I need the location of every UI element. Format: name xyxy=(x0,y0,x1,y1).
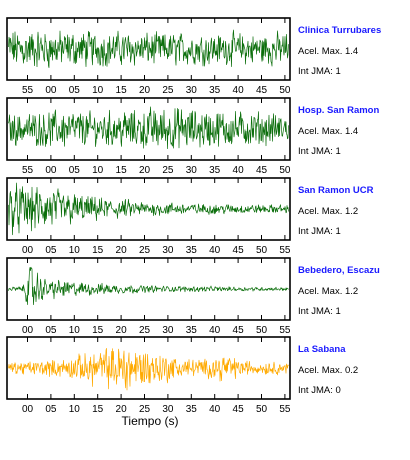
x-tick-label: 15 xyxy=(116,165,128,176)
x-tick-label: 10 xyxy=(92,85,104,96)
station-name: Clinica Turrubares xyxy=(298,25,381,36)
station-name: La Sabana xyxy=(298,344,346,355)
x-tick-label: 35 xyxy=(209,165,221,176)
x-tick-label: 35 xyxy=(186,404,198,415)
x-tick-label: 45 xyxy=(256,85,268,96)
x-tick-label: 35 xyxy=(186,325,198,336)
x-tick-label: 40 xyxy=(209,325,221,336)
x-tick-label: 05 xyxy=(45,245,57,256)
x-tick-label: 20 xyxy=(116,245,128,256)
x-tick-label: 20 xyxy=(116,325,128,336)
seismogram-panel: 55 00 05 10 15 20 25 30 35 40 45 50 Clinica Turrubar… xyxy=(6,17,381,96)
x-tick-label: 00 xyxy=(45,85,57,96)
x-tick-label: 05 xyxy=(69,165,81,176)
x-tick-label: 20 xyxy=(116,404,128,415)
station-name: Hosp. San Ramon xyxy=(298,105,379,116)
x-tick-label: 15 xyxy=(116,85,128,96)
max-acceleration-label: Acel. Max. 1.2 xyxy=(298,206,358,217)
x-tick-label: 55 xyxy=(279,325,291,336)
jma-intensity-label: Int JMA: 1 xyxy=(298,226,341,237)
waveform-trace xyxy=(8,29,289,68)
x-tick-label: 25 xyxy=(139,245,151,256)
x-tick-label: 30 xyxy=(186,165,198,176)
x-tick-label: 10 xyxy=(69,245,81,256)
x-tick-label: 10 xyxy=(92,165,104,176)
seismogram-panel: 55 00 05 10 15 20 25 30 35 40 45 50 Hosp. San Ramon A… xyxy=(6,97,379,176)
x-tick-label: 25 xyxy=(139,325,151,336)
x-tick-label: 00 xyxy=(22,404,34,415)
x-tick-label: 45 xyxy=(233,245,245,256)
waveform-trace xyxy=(8,182,289,236)
x-tick-label: 05 xyxy=(69,85,81,96)
x-tick-label: 15 xyxy=(92,325,104,336)
x-tick-label: 00 xyxy=(45,165,57,176)
x-tick-label: 00 xyxy=(22,245,34,256)
x-axis-title: Tiempo (s) xyxy=(122,414,179,428)
seismogram-panel: 00 05 10 15 20 25 30 35 40 45 50 55 Bebedero, Escazu… xyxy=(6,257,380,336)
x-tick-label: 50 xyxy=(279,165,291,176)
x-tick-label: 25 xyxy=(139,404,151,415)
max-acceleration-label: Acel. Max. 1.4 xyxy=(298,46,358,57)
seismogram-panel: 00 05 10 15 20 25 30 35 40 45 50 55 La Sabana Acel. M… xyxy=(6,336,358,415)
x-tick-label: 20 xyxy=(139,85,151,96)
x-tick-label: 10 xyxy=(69,404,81,415)
x-tick-label: 50 xyxy=(279,85,291,96)
x-tick-label: 35 xyxy=(186,245,198,256)
x-tick-label: 50 xyxy=(256,404,268,415)
max-acceleration-label: Acel. Max. 1.2 xyxy=(298,286,358,297)
x-tick-label: 30 xyxy=(186,85,198,96)
x-tick-label: 40 xyxy=(209,245,221,256)
x-tick-label: 40 xyxy=(233,85,245,96)
x-tick-label: 30 xyxy=(162,245,174,256)
x-tick-label: 15 xyxy=(92,404,104,415)
x-tick-label: 30 xyxy=(162,325,174,336)
waveform-trace xyxy=(8,266,289,306)
x-tick-label: 00 xyxy=(22,325,34,336)
x-tick-label: 15 xyxy=(92,245,104,256)
station-name: San Ramon UCR xyxy=(298,185,374,196)
x-tick-label: 25 xyxy=(162,165,174,176)
x-tick-label: 45 xyxy=(256,165,268,176)
x-tick-label: 05 xyxy=(45,404,57,415)
jma-intensity-label: Int JMA: 1 xyxy=(298,66,341,77)
max-acceleration-label: Acel. Max. 0.2 xyxy=(298,365,358,376)
station-name: Bebedero, Escazu xyxy=(298,265,380,276)
x-tick-label: 55 xyxy=(22,165,34,176)
waveform-trace xyxy=(8,106,289,150)
x-tick-label: 40 xyxy=(233,165,245,176)
x-tick-label: 45 xyxy=(233,404,245,415)
x-tick-label: 45 xyxy=(233,325,245,336)
x-tick-label: 55 xyxy=(22,85,34,96)
x-tick-label: 40 xyxy=(209,404,221,415)
x-tick-label: 05 xyxy=(45,325,57,336)
max-acceleration-label: Acel. Max. 1.4 xyxy=(298,126,358,137)
x-tick-label: 25 xyxy=(162,85,174,96)
x-tick-label: 35 xyxy=(209,85,221,96)
x-tick-label: 10 xyxy=(69,325,81,336)
x-tick-label: 50 xyxy=(256,325,268,336)
waveform-trace xyxy=(8,347,289,391)
jma-intensity-label: Int JMA: 0 xyxy=(298,385,341,396)
x-tick-label: 20 xyxy=(139,165,151,176)
x-tick-label: 30 xyxy=(162,404,174,415)
x-tick-label: 55 xyxy=(279,404,291,415)
x-tick-label: 50 xyxy=(256,245,268,256)
jma-intensity-label: Int JMA: 1 xyxy=(298,306,341,317)
seismogram-panel: 00 05 10 15 20 25 30 35 40 45 50 55 San Ramon UCR Ace… xyxy=(6,177,374,256)
x-tick-label: 55 xyxy=(279,245,291,256)
jma-intensity-label: Int JMA: 1 xyxy=(298,146,341,157)
